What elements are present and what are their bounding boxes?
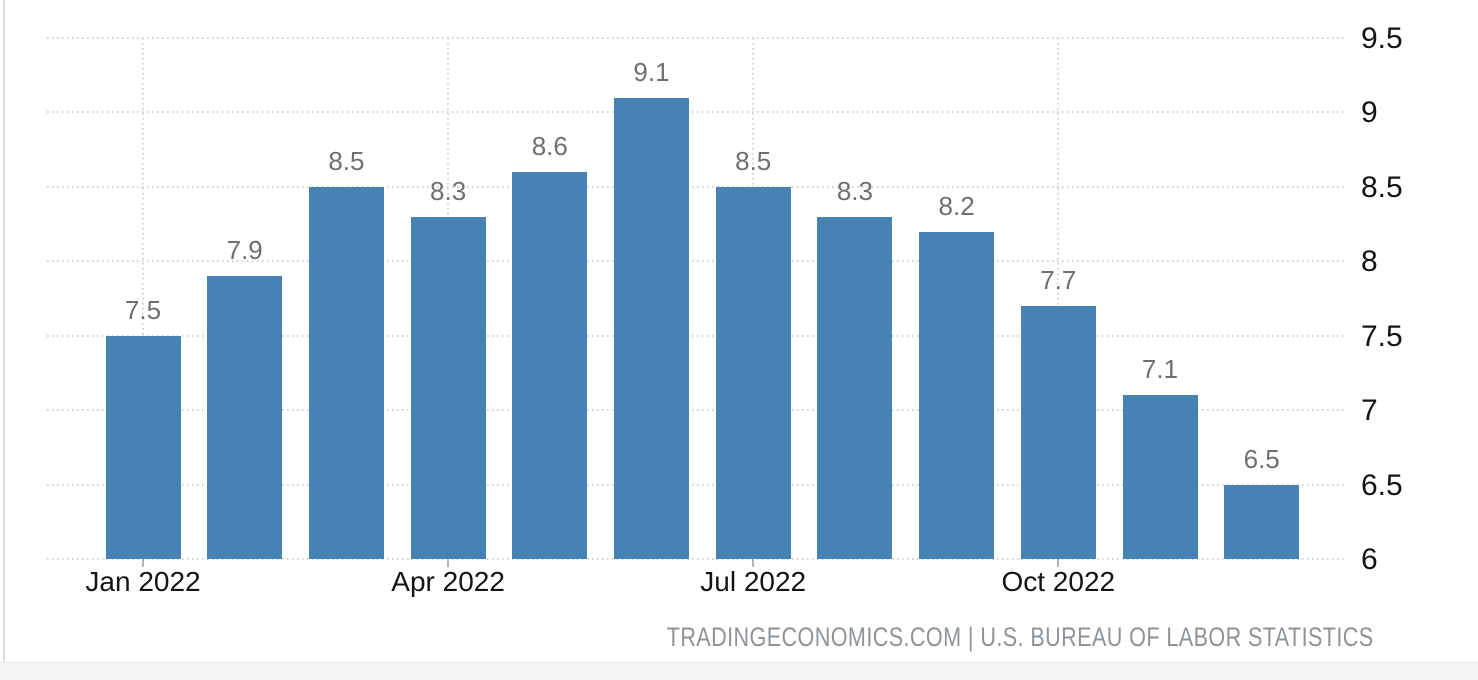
bar-value-label: 8.3 <box>836 175 873 206</box>
chart-left-border <box>3 0 5 663</box>
x-axis-tick-label: Apr 2022 <box>391 566 505 597</box>
bar-value-label: 8.6 <box>531 130 568 161</box>
v-gridline <box>1057 38 1060 559</box>
bar-11[interactable] <box>1122 395 1198 559</box>
h-gridline <box>47 185 1345 188</box>
bar-9[interactable] <box>919 231 995 559</box>
bar-10[interactable] <box>1020 305 1096 559</box>
footer-band <box>0 662 1478 680</box>
x-axis-tick <box>1057 559 1060 567</box>
attribution: TRADINGECONOMICS.COM | U.S. BUREAU OF LA… <box>667 622 1374 652</box>
x-axis-tick-label: Jan 2022 <box>85 566 201 597</box>
x-axis-tick-label: Jul 2022 <box>700 566 807 597</box>
bar-2[interactable] <box>207 276 283 559</box>
y-axis-tick-label: 9 <box>1361 96 1378 130</box>
bar-value-label: 7.7 <box>1040 264 1077 295</box>
x-axis-tick <box>142 559 144 567</box>
h-gridline <box>47 558 1345 560</box>
y-axis-tick-label: 7 <box>1361 394 1378 428</box>
y-axis-tick-label: 9.5 <box>1361 22 1403 55</box>
bar-value-label: 9.1 <box>633 56 670 87</box>
bar-value-label: 8.2 <box>938 190 975 221</box>
h-gridline <box>47 483 1345 486</box>
y-axis-tick-label: 6 <box>1361 543 1378 576</box>
v-gridline <box>142 38 144 559</box>
bar-value-label: 8.5 <box>735 145 772 176</box>
bar-7[interactable] <box>715 186 791 559</box>
bar-3[interactable] <box>308 186 384 559</box>
bar-5[interactable] <box>512 171 588 559</box>
bar-value-label: 8.5 <box>328 145 365 176</box>
x-axis-tick <box>752 559 755 567</box>
bar-value-label: 7.9 <box>226 235 263 266</box>
h-gridline <box>47 111 1345 114</box>
bar-12[interactable] <box>1224 484 1300 559</box>
bar-8[interactable] <box>817 216 893 559</box>
bar-value-label: 8.3 <box>430 175 467 206</box>
bar-1[interactable] <box>105 335 181 559</box>
bar-value-label: 7.1 <box>1141 354 1179 385</box>
x-axis-tick <box>447 559 450 567</box>
bar-6[interactable] <box>614 97 689 559</box>
bar-value-label: 6.5 <box>1243 443 1280 474</box>
h-gridline <box>47 334 1345 337</box>
h-gridline <box>47 260 1345 263</box>
bar-value-label: 7.5 <box>124 294 162 325</box>
x-axis-tick-label: Oct 2022 <box>1001 566 1116 597</box>
plot-area: 7.5 7.9 8.5 8.3 8.6 9.1 8.5 8.3 8.2 7.7 7.1 6.5 <box>47 37 1345 560</box>
y-axis-tick-label: 7.5 <box>1361 319 1403 353</box>
y-axis-tick-label: 8.5 <box>1361 170 1403 204</box>
y-axis-tick-label: 6.5 <box>1361 468 1403 502</box>
h-gridline <box>47 37 1345 39</box>
y-axis-tick-label: 8 <box>1361 245 1378 279</box>
h-gridline <box>47 409 1345 412</box>
bar-4[interactable] <box>410 216 486 559</box>
